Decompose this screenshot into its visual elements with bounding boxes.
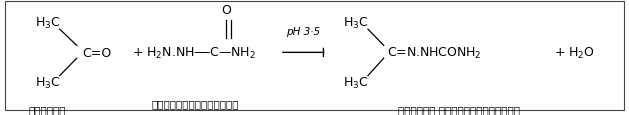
Text: —C—NH$_2$: —C—NH$_2$ bbox=[197, 45, 256, 60]
Text: C=O: C=O bbox=[82, 46, 111, 59]
Text: H$_3$C: H$_3$C bbox=[343, 16, 369, 30]
Text: pH 3·5: pH 3·5 bbox=[286, 27, 320, 37]
Text: एसीटोन: एसीटोन bbox=[28, 104, 66, 114]
Text: + H$_2$O: + H$_2$O bbox=[554, 45, 594, 60]
Text: H$_3$C: H$_3$C bbox=[35, 75, 60, 90]
Text: H$_3$C: H$_3$C bbox=[343, 75, 369, 90]
Text: एसीटोन सेमीकार्बेजोन: एसीटोन सेमीकार्बेजोन bbox=[398, 104, 520, 114]
Text: H$_3$C: H$_3$C bbox=[35, 16, 60, 30]
Text: C=N.NHCONH$_2$: C=N.NHCONH$_2$ bbox=[387, 45, 481, 60]
Text: O: O bbox=[221, 4, 231, 17]
Text: + H$_2$N.NH—: + H$_2$N.NH— bbox=[132, 45, 208, 60]
Text: सेमीकार्बेजाइड: सेमीकार्बेजाइड bbox=[151, 99, 239, 108]
